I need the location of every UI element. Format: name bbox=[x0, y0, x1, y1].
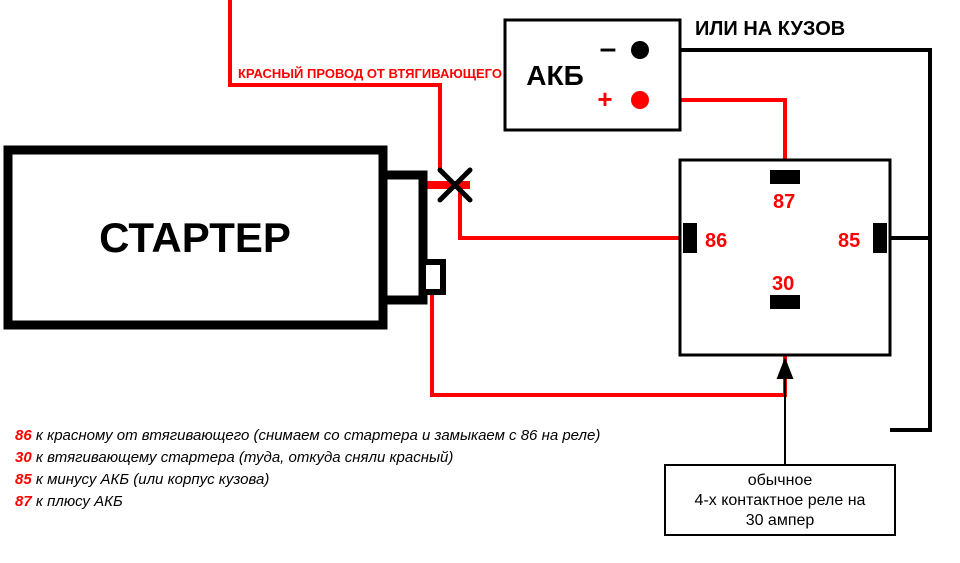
battery-block: АКБ – + bbox=[505, 20, 680, 130]
wire-black-neg-down bbox=[890, 238, 930, 430]
legend-85-num: 85 bbox=[15, 471, 32, 488]
legend-86-text: к красному от втягивающего (снимаем со с… bbox=[32, 427, 601, 444]
relay-pin-85-label: 85 bbox=[838, 230, 860, 252]
starter-block: СТАРТЕР bbox=[8, 150, 443, 325]
legend-30-text: к втягивающему стартера (туда, откуда сн… bbox=[32, 449, 454, 466]
battery-label: АКБ bbox=[526, 60, 583, 91]
starter-label: СТАРТЕР bbox=[99, 214, 291, 261]
relay-caption-line3: 30 ампер bbox=[746, 512, 815, 529]
relay-caption-line1: обычное bbox=[748, 472, 813, 489]
battery-pos-dot bbox=[631, 91, 649, 109]
legend-87-text: к плюсу АКБ bbox=[32, 493, 123, 510]
wire-red-cross-to-86 bbox=[460, 185, 683, 238]
relay-caption-line2: 4-х контактное реле на bbox=[695, 492, 866, 509]
battery-neg-symbol: – bbox=[600, 32, 617, 65]
svg-text:86 к красному от втягивающего: 86 к красному от втягивающего (снимаем с… bbox=[15, 427, 600, 444]
svg-text:85 к минусу АКБ (или корпус ку: 85 к минусу АКБ (или корпус кузова) bbox=[15, 471, 269, 488]
cross-note: КРАСНЫЙ ПРОВОД ОТ ВТЯГИВАЮЩЕГО bbox=[238, 66, 502, 81]
battery-neg-dot bbox=[631, 41, 649, 59]
svg-text:87 к плюсу АКБ: 87 к плюсу АКБ bbox=[15, 493, 123, 510]
battery-pos-symbol: + bbox=[597, 84, 612, 114]
svg-text:30 к втягивающему стартера (ту: 30 к втягивающему стартера (туда, откуда… bbox=[15, 449, 453, 466]
legend: 86 к красному от втягивающего (снимаем с… bbox=[15, 427, 600, 510]
relay-pin-86-label: 86 bbox=[705, 230, 727, 252]
wiring-diagram: СТАРТЕР АКБ – + ИЛИ НА КУЗОВ 87 86 85 30 bbox=[0, 0, 960, 563]
relay-pin-30-label: 30 bbox=[772, 273, 794, 295]
battery-note-right: ИЛИ НА КУЗОВ bbox=[695, 18, 845, 40]
relay-pin-87-label: 87 bbox=[773, 191, 795, 213]
relay-block: 87 86 85 30 bbox=[680, 160, 890, 355]
legend-85-text: к минусу АКБ (или корпус кузова) bbox=[32, 471, 270, 488]
relay-arrow bbox=[778, 360, 792, 465]
legend-30-num: 30 bbox=[15, 449, 32, 466]
legend-87-num: 87 bbox=[15, 493, 32, 510]
relay-caption: обычное 4-х контактное реле на 30 ампер bbox=[665, 465, 895, 535]
legend-86-num: 86 bbox=[15, 427, 32, 444]
